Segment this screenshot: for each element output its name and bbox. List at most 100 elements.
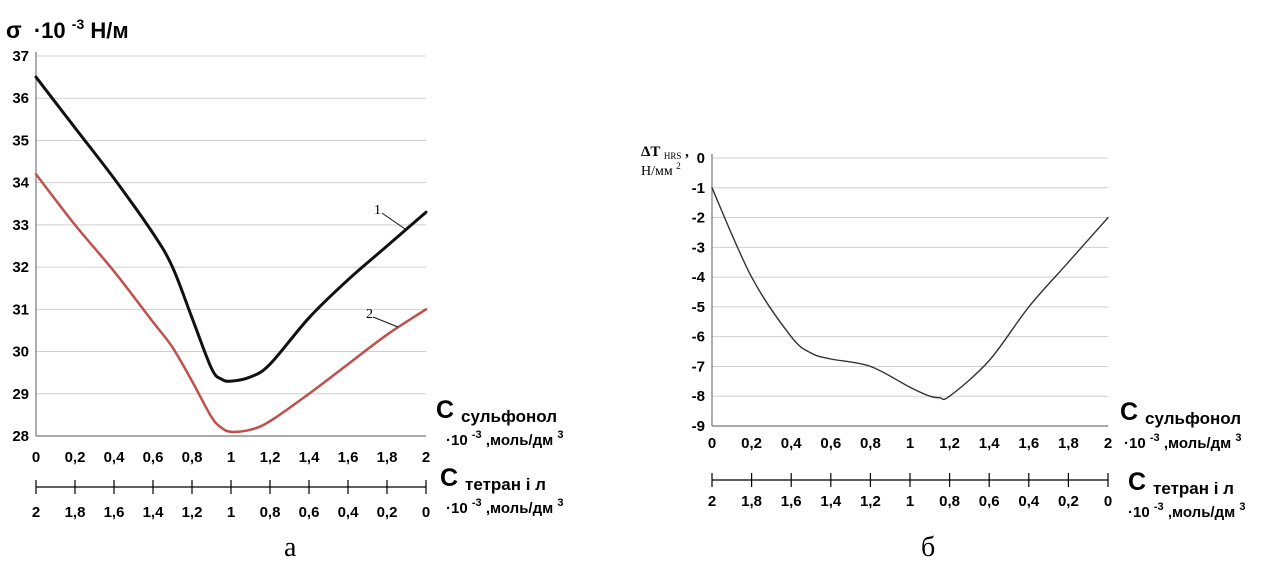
panel-b-xaxis2-c: C — [1128, 468, 1146, 496]
panel-b-secondary-tick-label: 2 — [708, 493, 716, 510]
panel-a-y-tick-label: 32 — [12, 259, 29, 276]
panel-a-y-tick-label: 35 — [12, 132, 29, 149]
panel-b-x-tick-label: 0 — [708, 435, 716, 452]
panel-b-x-tick-label: 1,4 — [979, 435, 1001, 452]
panel-a-secondary-tick-label: 0 — [422, 504, 430, 521]
panel-b-xaxis2-units-exp: -3 — [1154, 501, 1164, 513]
panel-b-ylabel-unit-exp: 2 — [676, 161, 681, 171]
panel-a-y-tick-label: 37 — [12, 48, 29, 65]
panel-a-x-tick-label: 1,2 — [260, 449, 281, 466]
panel-b-secondary-tick-label: 1,6 — [781, 493, 802, 510]
panel-b-y-tick-labels: -9 -8 -7 -6 -5 -4 -3 -2 -1 0 — [692, 150, 706, 435]
panel-b-xaxis1-c: C — [1120, 398, 1138, 426]
panel-b-secondary-axis: 2 1,8 1,6 1,4 1,2 1 0,8 0,6 0,4 0,2 0 — [708, 473, 1112, 510]
panel-a-series-1-label: 1 — [374, 203, 381, 218]
panel-b-ylabel-unit: Н/мм — [641, 164, 673, 179]
panel-b-x-tick-label: 1,6 — [1018, 435, 1039, 452]
panel-a-y-tick-label: 30 — [12, 344, 29, 361]
panel-b-y-tick-label: -9 — [692, 418, 705, 435]
panel-a-secondary-tick-label: 1,4 — [143, 504, 165, 521]
panel-b-y-tick-label: -4 — [692, 269, 706, 286]
panel-a-y-tick-label: 33 — [12, 217, 29, 234]
panel-a-series — [34, 75, 428, 434]
panel-b-ylabel-units: Н/мм 2 — [641, 161, 681, 179]
panel-a-xaxis1-label: C сульфонол — [436, 396, 557, 426]
panel-a-grid — [36, 55, 426, 395]
panel-a-secondary-axis: 2 1,8 1,6 1,4 1,2 1 0,8 0,6 0,4 0,2 0 — [32, 480, 430, 521]
panel-b-axes — [711, 154, 1108, 427]
panel-b-y-tick-label: -2 — [692, 210, 705, 227]
panel-a-axes — [35, 52, 426, 437]
panel-b-ylabel-tail: , — [685, 144, 689, 160]
panel-b-x-tick-label: 2 — [1104, 435, 1112, 452]
panel-b-xaxis1-units-mid: ,моль/дм — [1164, 435, 1231, 452]
panel-b-y-tick-label: 0 — [697, 150, 705, 167]
panel-a-y-tick-label: 29 — [12, 386, 29, 403]
panel-b-xaxis2-label: C тетран і л — [1128, 468, 1234, 498]
panel-b-xaxis2-units: ·10 -3 ,моль/дм 3 — [1128, 497, 1246, 521]
panel-b-y-tick-label: -8 — [692, 388, 705, 405]
panel-a-ylabel-unit: Н/м — [90, 18, 128, 43]
panel-b-secondary-tick-label: 0,8 — [939, 493, 960, 510]
panel-b-xaxis2-units-pre: ·10 — [1128, 504, 1150, 521]
panel-b-y-tick-label: -3 — [692, 239, 705, 256]
panel-b-series — [711, 187, 1109, 401]
panel-b-ylabel-main: ΔT — [641, 144, 660, 160]
panel-b-x-tick-label: 1 — [906, 435, 914, 452]
panel-a-ylabel: σ ·10 -3 Н/м — [6, 9, 129, 43]
panel-b-y-tick-label: -5 — [692, 299, 705, 316]
panel-a-y-tick-label: 31 — [12, 301, 29, 318]
panel-a-xaxis2-units-exp2: 3 — [557, 497, 563, 509]
panel-b-series-1-line — [711, 187, 1109, 401]
panel-a-xaxis1-units: ·10 -3 ,моль/дм 3 — [446, 425, 564, 449]
panel-a-caption: а — [284, 532, 297, 562]
panel-a-xaxis1-c: C — [436, 396, 454, 424]
panel-a-x-tick-label: 0,8 — [182, 449, 203, 466]
panel-b-x-tick-label: 0,6 — [820, 435, 841, 452]
panel-b-xaxis2-units-mid: ,моль/дм — [1168, 504, 1235, 521]
panel-a-xaxis2-units-exp: -3 — [472, 497, 482, 509]
panel-b-x-tick-label: 0,8 — [860, 435, 881, 452]
panel-a-xaxis2-label: C тетран і л — [440, 464, 546, 494]
panel-b-xaxis1-units-exp: -3 — [1150, 432, 1160, 444]
panel-a-x-tick-label: 2 — [422, 449, 430, 466]
panel-b-secondary-tick-label: 1,8 — [741, 493, 762, 510]
panel-b-xaxis1-units-pre: ·10 — [1124, 435, 1146, 452]
panel-a-xaxis1-units-exp: -3 — [472, 429, 482, 441]
panel-b-caption: б — [921, 532, 935, 562]
panel-a-x-tick-label: 0 — [32, 449, 40, 466]
panel-b-x-tick-label: 1,8 — [1058, 435, 1079, 452]
panel-b-y-tick-label: -6 — [692, 329, 705, 346]
panel-a-xaxis1-units-exp2: 3 — [557, 429, 563, 441]
panel-a-series-2-annotation: 2 — [366, 307, 399, 328]
panel-a-ylabel-symbol: σ — [6, 17, 22, 43]
panel-b-xaxis1-label: C сульфонол — [1120, 398, 1241, 428]
panel-a-secondary-tick-label: 0,2 — [377, 504, 398, 521]
panel-a-secondary-tick-label: 1 — [227, 504, 235, 521]
panel-a-y-tick-label: 28 — [12, 428, 29, 445]
panel-a-ylabel-factor: ·10 — [34, 18, 66, 43]
panel-a-xaxis2-sub: тетран і л — [465, 475, 546, 494]
panel-a-secondary-tick-label: 1,2 — [182, 504, 203, 521]
panel-a-xaxis1-units-mid: ,моль/дм — [486, 432, 553, 449]
panel-a-xaxis1-units-pre: ·10 — [446, 432, 468, 449]
panel-b-xaxis2-sub: тетран і л — [1153, 479, 1234, 498]
panel-a-secondary-tick-label: 2 — [32, 504, 40, 521]
panel-b-secondary-tick-label: 1,4 — [820, 493, 842, 510]
panel-b-x-tick-label: 1,2 — [939, 435, 960, 452]
panel-a-y-tick-labels: 28 29 30 31 32 33 34 35 36 37 — [12, 48, 29, 445]
panel-a-secondary-tick-label: 1,6 — [104, 504, 125, 521]
panel-b-x-tick-labels: 0 0,2 0,4 0,6 0,8 1 1,2 1,4 1,6 1,8 2 — [708, 435, 1112, 452]
panel-a-series-2-label: 2 — [366, 307, 373, 322]
panel-a-xaxis2-c: C — [440, 464, 458, 492]
panel-b-xaxis1-units: ·10 -3 ,моль/дм 3 — [1124, 428, 1242, 452]
panel-b-y-tick-label: -1 — [692, 180, 705, 197]
panel-b-ylabel: ΔT HRS , — [641, 144, 689, 163]
panel-b-ylabel-sub: HRS — [664, 151, 682, 161]
panel-a-y-tick-label: 36 — [12, 90, 29, 107]
panel-b-xaxis2-units-exp2: 3 — [1239, 501, 1245, 513]
panel-b-secondary-tick-label: 1,2 — [860, 493, 881, 510]
panel-b-secondary-tick-label: 0,6 — [979, 493, 1000, 510]
